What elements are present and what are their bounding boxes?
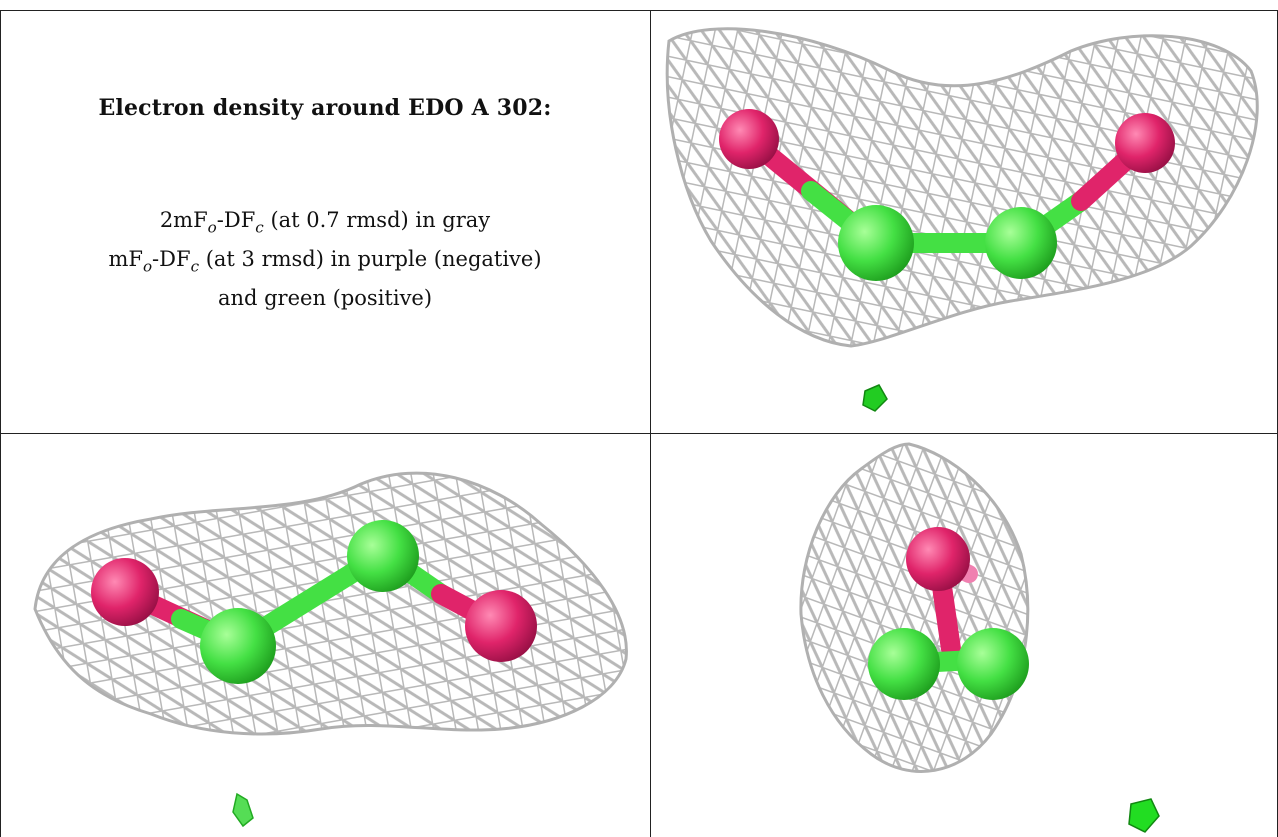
density-render-2 bbox=[33, 471, 628, 828]
row-divider bbox=[0, 433, 1278, 434]
gray-mesh bbox=[665, 27, 1259, 348]
view-bottom-left bbox=[1, 434, 650, 837]
caption-title: Electron density around EDO A 302: bbox=[98, 95, 552, 121]
caption-line-2fofc: 2mFo-DFc (at 0.7 rmsd) in gray bbox=[159, 208, 491, 237]
carbon-atom bbox=[957, 628, 1029, 700]
oxygen-atom bbox=[91, 558, 159, 626]
top-border bbox=[0, 10, 1278, 11]
positive-difference-blob bbox=[1128, 798, 1160, 833]
view-top-right bbox=[651, 11, 1277, 433]
oxygen-atom bbox=[1115, 113, 1175, 173]
carbon-atom bbox=[868, 628, 940, 700]
carbon-atom bbox=[200, 608, 276, 684]
oxygen-atom bbox=[719, 109, 779, 169]
view-bottom-right bbox=[651, 434, 1277, 837]
carbon-atom bbox=[985, 207, 1057, 279]
density-render-3 bbox=[799, 442, 1160, 833]
caption-line-fofc: mFo-DFc (at 3 rmsd) in purple (negative) bbox=[108, 247, 542, 276]
middle-divider bbox=[650, 10, 651, 837]
density-render-1 bbox=[665, 27, 1259, 412]
gray-mesh bbox=[33, 471, 628, 736]
gray-mesh bbox=[799, 442, 1030, 773]
positive-difference-blob bbox=[862, 384, 888, 412]
caption-cell: Electron density around EDO A 302: 2mFo-… bbox=[0, 0, 650, 432]
oxygen-atom bbox=[465, 590, 537, 662]
oxygen-atom bbox=[906, 527, 970, 591]
positive-difference-blob bbox=[232, 792, 254, 828]
carbon-atom bbox=[347, 520, 419, 592]
left-border bbox=[0, 10, 1, 837]
carbon-atom bbox=[838, 205, 914, 281]
caption-line-positive: and green (positive) bbox=[217, 286, 433, 310]
